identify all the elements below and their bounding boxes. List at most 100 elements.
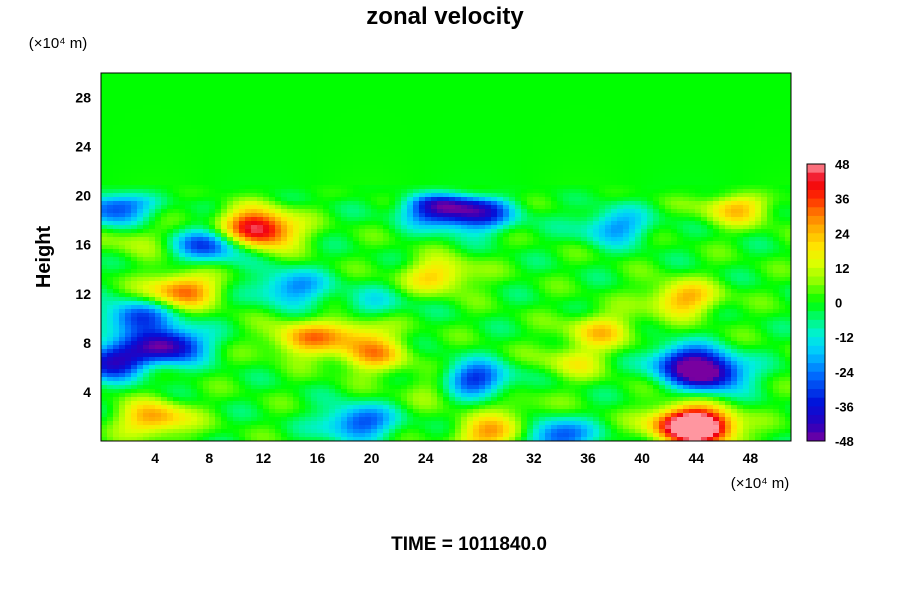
heatmap-cell xyxy=(395,245,402,250)
heatmap-cell xyxy=(167,181,174,186)
heatmap-cell xyxy=(203,89,210,94)
heatmap-cell xyxy=(587,93,594,98)
heatmap-cell xyxy=(671,93,678,98)
heatmap-cell xyxy=(347,113,354,118)
heatmap-cell xyxy=(419,233,426,238)
heatmap-cell xyxy=(545,125,552,130)
heatmap-cell xyxy=(479,237,486,242)
heatmap-cell xyxy=(599,225,606,230)
heatmap-cell xyxy=(233,229,240,234)
heatmap-cell xyxy=(509,229,516,234)
heatmap-cell xyxy=(689,225,696,230)
heatmap-cell xyxy=(635,157,642,162)
heatmap-cell xyxy=(341,109,348,114)
heatmap-cell xyxy=(197,181,204,186)
heatmap-cell xyxy=(725,233,732,238)
heatmap-cell xyxy=(641,193,648,198)
heatmap-cell xyxy=(623,189,630,194)
heatmap-cell xyxy=(659,205,666,210)
heatmap-cell xyxy=(383,197,390,202)
heatmap-cell xyxy=(107,109,114,114)
heatmap-cell xyxy=(113,185,120,190)
heatmap-cell xyxy=(443,105,450,110)
heatmap-cell xyxy=(665,225,672,230)
heatmap-cell xyxy=(425,153,432,158)
heatmap-cell xyxy=(563,241,570,246)
heatmap-cell xyxy=(293,225,300,230)
heatmap-cell xyxy=(305,181,312,186)
heatmap-cell xyxy=(569,149,576,154)
heatmap-cell xyxy=(431,109,438,114)
heatmap-cell xyxy=(533,173,540,178)
heatmap-cell xyxy=(635,121,642,126)
heatmap-cell xyxy=(233,237,240,242)
heatmap-cell xyxy=(209,177,216,182)
heatmap-cell xyxy=(623,141,630,146)
heatmap-cell xyxy=(359,97,366,102)
heatmap-cell xyxy=(473,153,480,158)
heatmap-cell xyxy=(485,221,492,226)
heatmap-cell xyxy=(755,77,762,82)
heatmap-cell xyxy=(311,89,318,94)
heatmap-cell xyxy=(419,145,426,150)
heatmap-cell xyxy=(311,113,318,118)
heatmap-cell xyxy=(593,177,600,182)
heatmap-cell xyxy=(389,101,396,106)
heatmap-cell xyxy=(263,101,270,106)
heatmap-cell xyxy=(371,133,378,138)
heatmap-cell xyxy=(377,157,384,162)
heatmap-cell xyxy=(167,225,174,230)
heatmap-cell xyxy=(239,97,246,102)
heatmap-cell xyxy=(533,117,540,122)
heatmap-cell xyxy=(755,133,762,138)
heatmap-cell xyxy=(371,237,378,242)
heatmap-cell xyxy=(287,237,294,242)
heatmap-cell xyxy=(725,205,732,210)
heatmap-cell xyxy=(749,97,756,102)
heatmap-cell xyxy=(101,77,108,82)
heatmap-cell xyxy=(719,77,726,82)
heatmap-cell xyxy=(713,169,720,174)
heatmap-cell xyxy=(599,145,606,150)
heatmap-cell xyxy=(377,221,384,226)
heatmap-cell xyxy=(131,101,138,106)
heatmap-cell xyxy=(119,229,126,234)
heatmap-cell xyxy=(581,233,588,238)
heatmap-cell xyxy=(269,221,276,226)
heatmap-cell xyxy=(557,173,564,178)
heatmap-cell xyxy=(311,121,318,126)
heatmap-cell xyxy=(647,173,654,178)
heatmap-cell xyxy=(677,133,684,138)
heatmap-cell xyxy=(449,193,456,198)
heatmap-cell xyxy=(329,101,336,106)
heatmap-cell xyxy=(503,109,510,114)
heatmap-cell xyxy=(395,181,402,186)
heatmap-cell xyxy=(641,113,648,118)
heatmap-cell xyxy=(335,157,342,162)
heatmap-cell xyxy=(113,173,120,178)
heatmap-cell xyxy=(701,137,708,142)
heatmap-cell xyxy=(263,169,270,174)
heatmap-cell xyxy=(383,105,390,110)
heatmap-cell xyxy=(275,105,282,110)
heatmap-cell xyxy=(671,193,678,198)
heatmap-cell xyxy=(491,85,498,90)
heatmap-cell xyxy=(617,105,624,110)
heatmap-cell xyxy=(323,225,330,230)
heatmap-cell xyxy=(773,201,780,206)
heatmap-cell xyxy=(629,241,636,246)
heatmap-cell xyxy=(269,145,276,150)
heatmap-cell xyxy=(371,125,378,130)
heatmap-cell xyxy=(191,125,198,130)
heatmap-cell xyxy=(221,173,228,178)
heatmap-cell xyxy=(575,173,582,178)
heatmap-cell xyxy=(311,229,318,234)
heatmap-cell xyxy=(383,173,390,178)
heatmap-cell xyxy=(551,133,558,138)
heatmap-cell xyxy=(269,137,276,142)
heatmap-cell xyxy=(629,225,636,230)
heatmap-cell xyxy=(401,177,408,182)
heatmap-cell xyxy=(173,129,180,134)
heatmap-cell xyxy=(371,85,378,90)
heatmap-cell xyxy=(359,213,366,218)
